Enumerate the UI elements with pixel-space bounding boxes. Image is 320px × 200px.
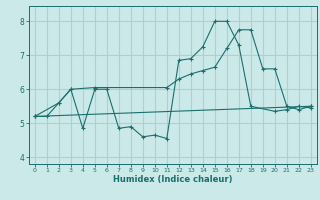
X-axis label: Humidex (Indice chaleur): Humidex (Indice chaleur) (113, 175, 233, 184)
